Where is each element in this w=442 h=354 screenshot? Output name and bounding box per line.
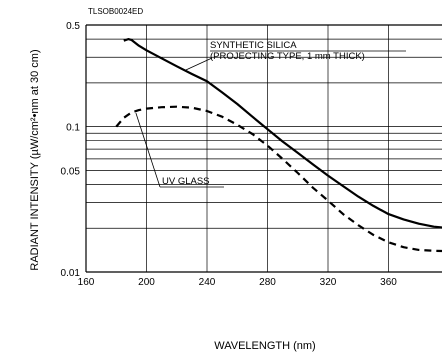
- tick-labels: 16020024028032036040.010.050.10.5: [61, 21, 398, 288]
- uv-glass-leader: [135, 112, 161, 188]
- y-axis-label: RADIANT INTENSITY (µW/cm²•nm at 30 cm): [29, 49, 41, 270]
- axes: [85, 24, 442, 273]
- synthetic-silica-curve: [123, 37, 442, 229]
- x-tick-label: 280: [259, 277, 276, 288]
- x-axis-label: WAVELENGTH (nm): [214, 340, 315, 352]
- grid: [85, 24, 442, 273]
- synthetic-silica-leader: [185, 57, 213, 71]
- y-tick-label: 0.1: [66, 123, 80, 134]
- x-tick-label: 160: [78, 277, 95, 288]
- uv-glass-label: UV GLASS: [162, 176, 210, 187]
- x-tick-label: 360: [380, 277, 397, 288]
- chart-code-label: TLSOB0024ED: [88, 7, 143, 16]
- series-lines: [115, 37, 442, 253]
- y-tick-label: 0.5: [66, 21, 80, 32]
- synthetic-silica-label: SYNTHETIC SILICA: [210, 40, 297, 51]
- annotations: SYNTHETIC SILICA(PROJECTING TYPE, 1 mm T…: [135, 40, 406, 188]
- uv-glass-curve: [115, 105, 442, 253]
- synthetic-silica-sublabel: (PROJECTING TYPE, 1 mm THICK): [210, 51, 365, 62]
- y-tick-label: 0.01: [61, 268, 81, 279]
- x-tick-label: 240: [199, 277, 216, 288]
- y-tick-label: 0.05: [61, 166, 81, 177]
- x-tick-label: 320: [320, 277, 337, 288]
- x-tick-label: 200: [138, 277, 155, 288]
